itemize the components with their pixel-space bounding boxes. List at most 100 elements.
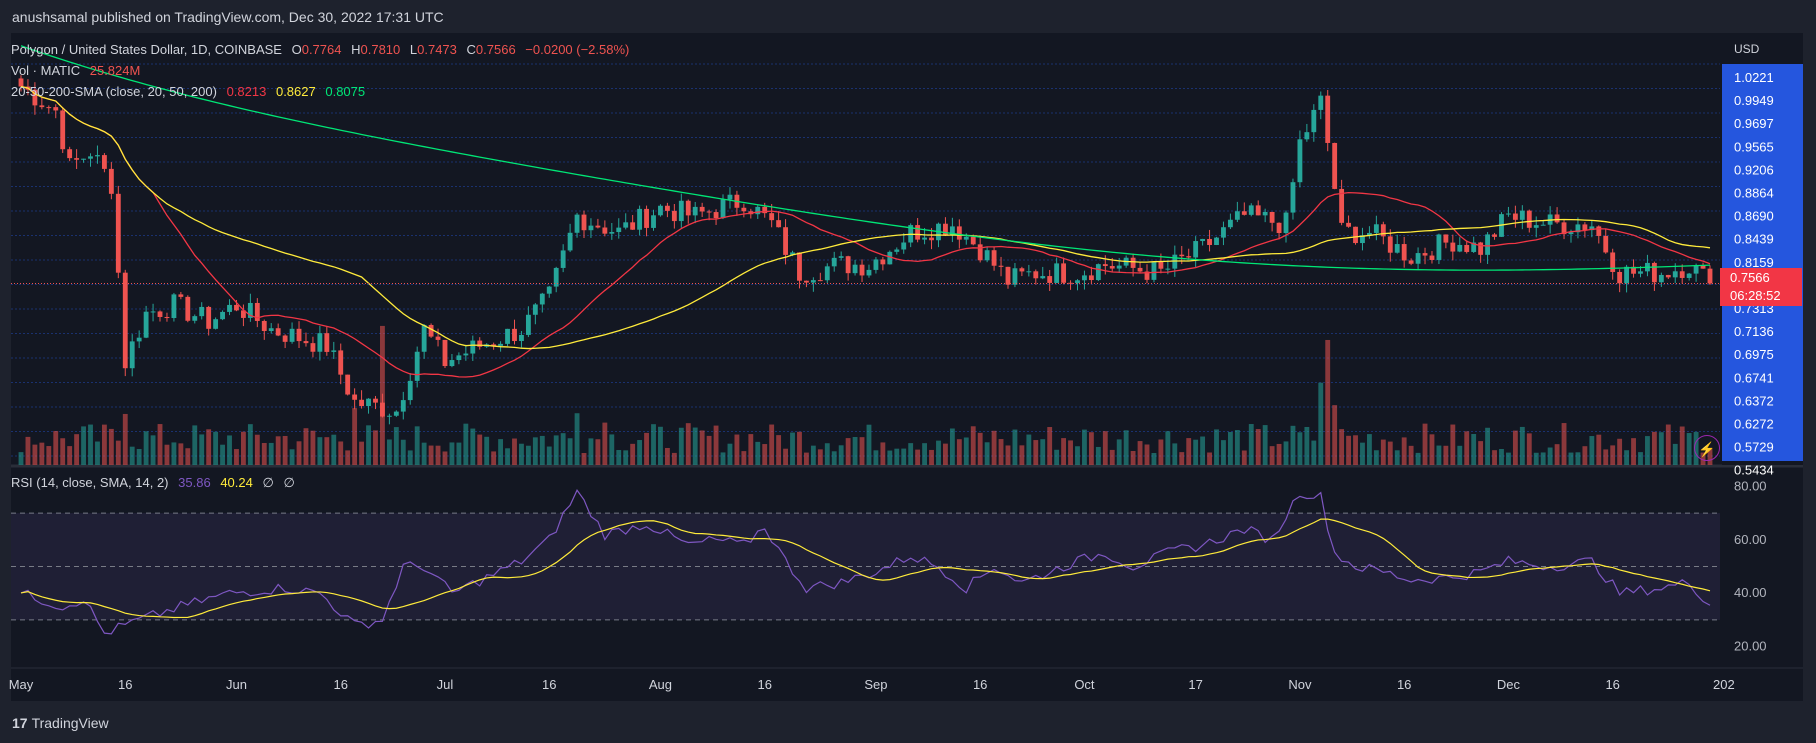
volume-bar	[282, 435, 288, 465]
candle-body	[1575, 224, 1581, 233]
tradingview-logo-icon: 17	[12, 715, 28, 731]
candle-body	[692, 206, 698, 216]
candle-body	[60, 110, 66, 150]
rsi-sma-line	[20, 518, 1711, 619]
volume-legend[interactable]: Vol · MATIC 25.824M	[11, 63, 146, 78]
volume-bar	[88, 424, 93, 465]
candle-body	[929, 237, 934, 241]
rsi-tick-label: 40.00	[1734, 585, 1767, 600]
candle-body	[915, 225, 921, 240]
lightning-icon[interactable]: ⚡	[1694, 435, 1720, 461]
candle-body	[470, 340, 476, 354]
candle-body	[1075, 280, 1080, 284]
rsi-legend[interactable]: RSI (14, close, SMA, 14, 2) 35.86 40.24 …	[11, 475, 301, 491]
candle-body	[810, 280, 816, 283]
volume-bar	[623, 450, 629, 465]
volume-bar	[1478, 441, 1484, 465]
volume-bar	[53, 431, 59, 465]
candle-body	[1436, 234, 1442, 260]
candle-body	[880, 259, 886, 265]
price-tick-label: 0.7136	[1734, 324, 1774, 339]
volume-bar	[831, 451, 837, 465]
rsi-value: 35.86	[178, 475, 211, 490]
volume-bar	[18, 452, 24, 465]
sma-legend[interactable]: 20-50-200-SMA (close, 20, 50, 200) 0.821…	[11, 84, 371, 99]
volume-bar	[39, 442, 45, 465]
symbol-legend[interactable]: Polygon / United States Dollar, 1D, COIN…	[11, 42, 635, 57]
volume-bar	[1193, 439, 1199, 465]
time-tick-label: Dec	[1497, 677, 1521, 692]
candle-body	[1151, 261, 1157, 280]
price-tick-label: 0.9949	[1734, 93, 1774, 108]
volume-bar	[1075, 446, 1080, 465]
volume-bar	[616, 450, 622, 465]
candle-body	[400, 400, 406, 412]
volume-bar	[150, 435, 156, 465]
volume-bar	[393, 427, 399, 465]
volume-bar	[525, 445, 531, 465]
footer-brand[interactable]: 17 TradingView	[12, 715, 109, 731]
sma50-value: 0.8627	[275, 84, 316, 99]
volume-bar	[1408, 445, 1414, 465]
volume-bar	[268, 442, 274, 465]
candle-body	[512, 328, 517, 342]
candle-body	[831, 257, 837, 267]
volume-bar	[428, 445, 434, 465]
candle-body	[352, 394, 358, 400]
candle-body	[1047, 276, 1053, 283]
volume-bar	[46, 446, 52, 465]
candle-body	[1471, 242, 1477, 252]
close-value: 0.7566	[475, 42, 516, 57]
candle-body	[1700, 265, 1706, 269]
bar-countdown: 06:28:52	[1730, 288, 1781, 303]
volume-bar	[1672, 443, 1678, 465]
price-tick-label: 0.6372	[1734, 393, 1774, 408]
volume-bar	[852, 437, 858, 465]
volume-bar	[234, 449, 239, 465]
volume-bar	[317, 437, 323, 465]
volume-bar	[574, 413, 580, 465]
time-tick-label: Sep	[864, 677, 887, 692]
last-price-value: 0.7566	[1730, 270, 1770, 285]
candle-body	[991, 250, 997, 266]
candle-body	[1248, 205, 1254, 215]
candle-body	[435, 336, 441, 340]
sma20-value: 0.8213	[226, 84, 267, 99]
volume-bar	[1582, 446, 1588, 465]
volume-bar	[1380, 439, 1386, 465]
volume-bar	[1519, 426, 1525, 465]
volume-bar	[1526, 433, 1532, 465]
volume-bar	[915, 449, 921, 465]
volume-bar	[803, 452, 809, 465]
sma-label[interactable]: 20-50-200-SMA (close, 20, 50, 200)	[11, 84, 217, 99]
candle-body	[1158, 261, 1164, 269]
candle-body	[901, 242, 907, 250]
volume-bar	[1645, 436, 1650, 465]
rsi-label[interactable]: RSI (14, close, SMA, 14, 2)	[11, 475, 169, 490]
candle-body	[699, 206, 705, 212]
candle-body	[254, 302, 260, 321]
volume-bar	[220, 444, 225, 465]
volume-label[interactable]: Vol · MATIC	[11, 63, 81, 78]
candle-body	[1422, 253, 1428, 256]
volume-bar	[1137, 441, 1143, 465]
volume-bar	[101, 424, 107, 465]
volume-bar	[845, 438, 851, 465]
candle-body	[1137, 267, 1143, 272]
volume-bar	[929, 449, 934, 465]
candle-body	[1109, 266, 1115, 269]
volume-bar	[470, 428, 476, 465]
volume-bar	[588, 438, 594, 465]
symbol-title[interactable]: Polygon / United States Dollar, 1D, COIN…	[11, 42, 282, 57]
volume-bar	[206, 429, 212, 465]
candle-body	[984, 250, 990, 261]
volume-bar	[1429, 434, 1435, 465]
volume-bar	[1005, 445, 1011, 465]
open-label: O0.7764	[291, 42, 342, 57]
candle-body	[95, 155, 100, 157]
price-tick-label: 0.9206	[1734, 162, 1774, 177]
price-tick-label: 0.6741	[1734, 370, 1774, 385]
candle-body	[546, 286, 552, 294]
price-tick-label: 0.6272	[1734, 417, 1774, 432]
